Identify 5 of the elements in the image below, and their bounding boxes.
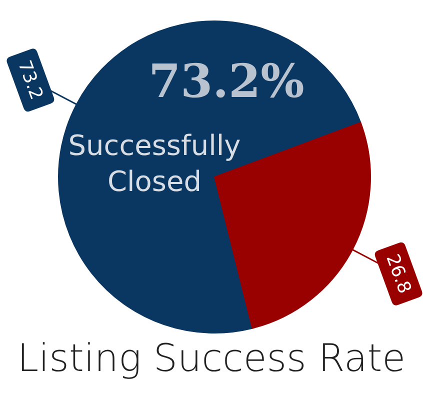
slice-label: Successfully Closed [68, 129, 241, 198]
text: Listing Success Rate [16, 336, 407, 380]
data-label: 73.2 [14, 58, 48, 103]
text: 73.2% [148, 54, 304, 108]
data-label: 26.8 [382, 252, 416, 296]
